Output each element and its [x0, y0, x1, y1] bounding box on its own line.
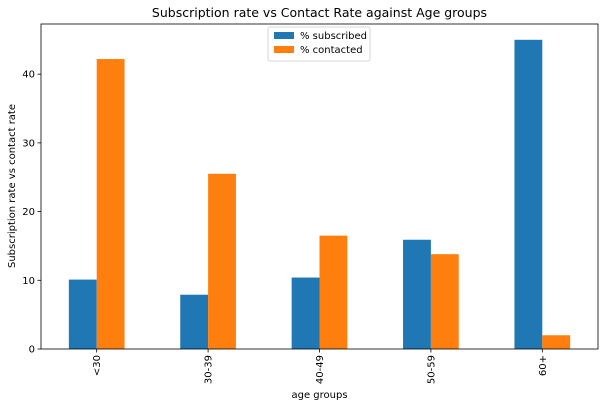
- bar-contacted-4: [542, 335, 571, 349]
- x-axis-label: age groups: [291, 390, 347, 401]
- y-tick-label-4: 40: [22, 70, 35, 81]
- x-tick-label-3: 50-59: [426, 355, 437, 384]
- x-tick-label-2: 40-49: [315, 355, 326, 384]
- y-tick-label-0: 0: [29, 345, 35, 356]
- legend-swatch-1: [274, 46, 294, 53]
- plot-area: 0 10 20 30 40 <30 30-39 40-49 50-59 60+: [22, 23, 599, 384]
- x-tick-label-1: 30-39: [204, 355, 215, 384]
- bar-subscribed-1: [180, 294, 209, 349]
- legend-label-0: % subscribed: [300, 31, 367, 42]
- legend: % subscribed % contacted: [267, 26, 371, 62]
- bar-contacted-3: [430, 254, 459, 349]
- x-tick-label-0: <30: [92, 355, 103, 376]
- bar-subscribed-2: [291, 277, 320, 349]
- y-tick-label-1: 10: [22, 276, 35, 287]
- bar-subscribed-3: [403, 239, 431, 349]
- chart-title: Subscription rate vs Contact Rate agains…: [152, 5, 487, 20]
- bar-subscribed-4: [514, 39, 543, 350]
- bar-subscribed-0: [68, 279, 97, 349]
- bar-contacted-0: [96, 59, 125, 349]
- y-tick-label-2: 20: [22, 207, 35, 218]
- bar-contacted-1: [208, 173, 236, 349]
- bar-contacted-2: [319, 235, 348, 349]
- legend-label-1: % contacted: [300, 45, 363, 56]
- x-tick-label-4: 60+: [538, 355, 549, 376]
- y-tick-label-3: 30: [22, 138, 35, 149]
- y-axis-label: Subscription rate vs contact rate: [7, 104, 18, 268]
- legend-swatch-0: [274, 32, 294, 39]
